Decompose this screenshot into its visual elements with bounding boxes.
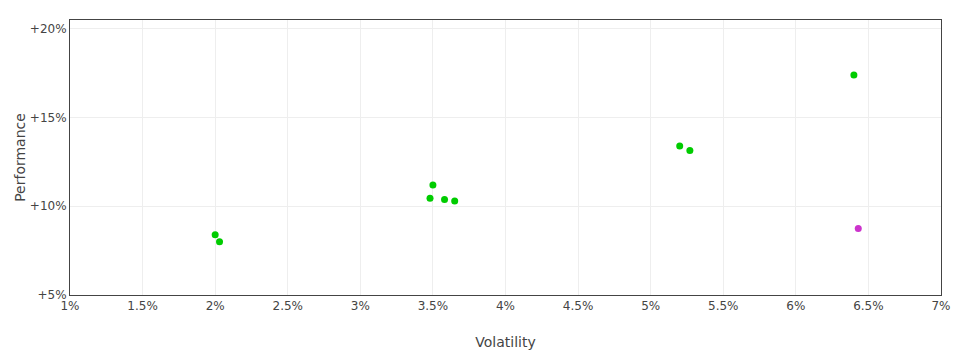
svg-text:3%: 3% xyxy=(351,299,370,313)
svg-text:6%: 6% xyxy=(786,299,805,313)
svg-text:4%: 4% xyxy=(496,299,515,313)
svg-text:2%: 2% xyxy=(206,299,225,313)
svg-text:3.5%: 3.5% xyxy=(418,299,449,313)
svg-text:6.5%: 6.5% xyxy=(853,299,884,313)
svg-text:5%: 5% xyxy=(641,299,660,313)
svg-text:+5%: +5% xyxy=(38,288,67,302)
svg-text:1.5%: 1.5% xyxy=(127,299,158,313)
svg-text:2.5%: 2.5% xyxy=(273,299,304,313)
svg-text:4.5%: 4.5% xyxy=(563,299,594,313)
svg-text:+20%: +20% xyxy=(30,22,67,36)
svg-text:Volatility: Volatility xyxy=(475,334,535,350)
svg-text:+15%: +15% xyxy=(30,111,67,125)
svg-text:+10%: +10% xyxy=(30,199,67,213)
svg-text:1%: 1% xyxy=(60,299,79,313)
svg-text:5.5%: 5.5% xyxy=(708,299,739,313)
svg-text:Performance: Performance xyxy=(12,113,28,202)
svg-text:7%: 7% xyxy=(931,299,950,313)
